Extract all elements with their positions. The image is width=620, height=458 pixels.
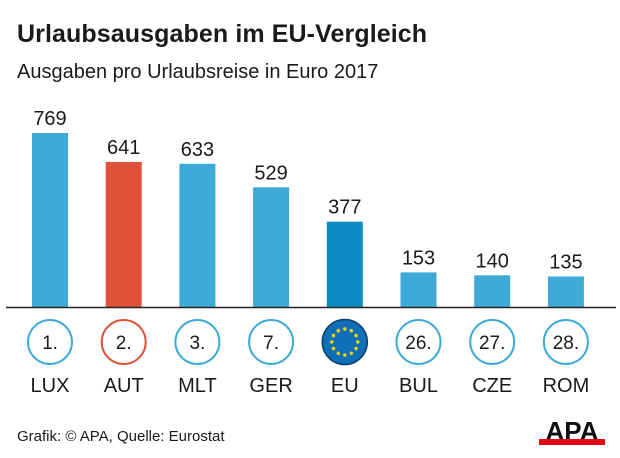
value-label-bul: 153	[402, 247, 435, 269]
value-label-mlt: 633	[181, 139, 214, 161]
eu-star-icon	[336, 329, 340, 333]
rank-circle-bul	[395, 319, 442, 365]
eu-star-icon	[349, 351, 353, 355]
bar-rom	[547, 276, 584, 307]
category-label-lux: LUX	[31, 375, 70, 397]
rank-label-lux: 1.	[42, 333, 58, 354]
category-label-mlt: MLT	[178, 375, 217, 397]
bar-lux	[32, 133, 68, 307]
bar-mlt	[179, 163, 216, 307]
rank-label-mlt: 3.	[189, 333, 205, 354]
value-label-cze: 140	[476, 250, 509, 272]
eu-star-icon	[343, 327, 347, 331]
rank-circle-aut	[100, 319, 147, 365]
eu-star-icon	[354, 346, 358, 351]
bar-cze	[474, 275, 511, 307]
bar-bul	[400, 272, 437, 307]
rank-circle-cze	[469, 319, 516, 365]
chart-subtitle: Ausgaben pro Urlaubsreise in Euro 2017	[17, 61, 379, 83]
eu-star-icon	[330, 340, 334, 344]
category-label-aut: AUT	[104, 375, 144, 397]
apa-logo: APA	[539, 416, 605, 446]
category-label-rom: ROM	[543, 375, 590, 397]
category-label-cze: CZE	[472, 375, 512, 397]
eu-star-icon	[343, 353, 347, 357]
category-label-ger: GER	[249, 375, 292, 397]
rank-label-cze: 27.	[479, 333, 505, 354]
bar-eu	[326, 221, 363, 307]
bar-aut	[105, 161, 142, 307]
rank-circle-lux	[27, 319, 73, 365]
rank-label-aut: 2.	[116, 333, 132, 354]
eu-star-icon	[349, 329, 353, 333]
bar-ger	[253, 187, 290, 307]
value-label-ger: 529	[254, 162, 287, 184]
rank-circle-rom	[542, 319, 589, 365]
rank-label-ger: 7.	[263, 333, 279, 354]
eu-star-icon	[331, 333, 336, 338]
value-label-lux: 769	[33, 108, 66, 130]
rank-circle-mlt	[174, 319, 221, 365]
value-label-eu: 377	[328, 197, 361, 219]
rank-circle-ger	[248, 319, 295, 365]
eu-flag-icon	[321, 318, 369, 366]
rank-label-rom: 28.	[553, 333, 579, 354]
category-label-eu: EU	[331, 375, 359, 397]
source-footer: Grafik: © APA, Quelle: Eurostat	[17, 428, 225, 445]
eu-star-icon	[354, 333, 358, 338]
category-label-bul: BUL	[399, 375, 438, 397]
rank-label-bul: 26.	[405, 333, 431, 354]
chart-title: Urlaubsausgaben im EU-Vergleich	[17, 20, 428, 48]
eu-star-icon	[336, 351, 340, 355]
value-label-aut: 641	[107, 137, 140, 159]
eu-star-icon	[331, 346, 336, 351]
value-label-rom: 135	[549, 251, 582, 273]
eu-star-icon	[356, 340, 360, 344]
